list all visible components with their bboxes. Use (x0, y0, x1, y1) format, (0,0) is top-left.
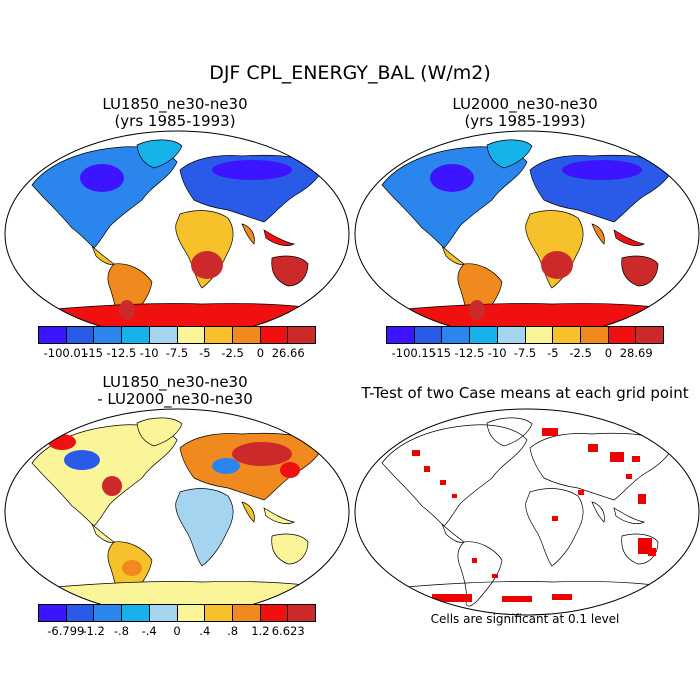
colorbar-tick-label: 6.623 (271, 624, 305, 638)
colorbar-tick-label: -6.799 (47, 624, 85, 638)
colorbar-tick-label: -10 (139, 346, 159, 360)
colorbar-swatch (288, 327, 316, 343)
colorbar-swatch (66, 327, 95, 343)
colorbar-tick-label: 0 (604, 346, 613, 360)
colorbar-tick-label: -7.5 (165, 346, 189, 360)
colorbar-swatch (149, 605, 178, 621)
colorbar-tick-label: -100.01 (43, 346, 88, 360)
colorbar-swatch (442, 327, 471, 343)
panel1-colorbar (38, 326, 316, 344)
colorbar-swatch (177, 605, 206, 621)
colorbar-swatch (94, 605, 123, 621)
panel1-title-line1: LU1850_ne30-ne30 (102, 95, 248, 113)
panel4-map (354, 408, 700, 616)
colorbar-tick-label: 0 (173, 624, 181, 638)
colorbar-tick-label: 26.66 (271, 346, 305, 360)
colorbar-tick-label: -5 (547, 346, 559, 360)
panel3-title-line2: - LU2000_ne30-ne30 (97, 390, 253, 408)
colorbar-swatch (177, 327, 206, 343)
colorbar-swatch (66, 605, 95, 621)
colorbar-tick-label: 1.2 (251, 624, 270, 638)
panel2-title-line2: (yrs 1985-1993) (464, 112, 586, 130)
colorbar-tick-label: -5 (199, 346, 211, 360)
colorbar-tick-label: -12.5 (454, 346, 485, 360)
colorbar-swatch (205, 605, 233, 621)
colorbar-tick-label: -2.5 (221, 346, 244, 360)
colorbar-tick-label: -.4 (141, 624, 157, 638)
significance-note: Cells are significant at 0.1 level (430, 612, 620, 626)
colorbar-tick-label: -15 (432, 346, 451, 360)
panel1-title: LU1850_ne30-ne30 (yrs 1985-1993) (0, 96, 350, 130)
panel2-title: LU2000_ne30-ne30 (yrs 1985-1993) (350, 96, 700, 130)
colorbar-swatch (525, 327, 554, 343)
panel3-colorbar (38, 604, 316, 622)
panel3-title: LU1850_ne30-ne30 - LU2000_ne30-ne30 (0, 374, 350, 408)
colorbar-swatch (149, 327, 178, 343)
colorbar-swatch (260, 605, 289, 621)
colorbar-tick-label: -100.15 (391, 346, 436, 360)
colorbar-swatch (232, 605, 261, 621)
colorbar-swatch (608, 327, 637, 343)
panel3-title-line1: LU1850_ne30-ne30 (102, 373, 248, 391)
colorbar-swatch (39, 327, 67, 343)
colorbar-swatch (580, 327, 609, 343)
colorbar-swatch (260, 327, 289, 343)
colorbar-swatch (636, 327, 664, 343)
panel3-map (4, 408, 350, 616)
colorbar-tick-label: -12.5 (106, 346, 137, 360)
colorbar-swatch (288, 605, 316, 621)
colorbar-swatch (122, 327, 150, 343)
colorbar-swatch (553, 327, 581, 343)
colorbar-swatch (122, 605, 150, 621)
colorbar-tick-label: .4 (199, 624, 211, 638)
figure-title: DJF CPL_ENERGY_BAL (W/m2) (209, 62, 491, 84)
panel4-title: T-Test of two Case means at each grid po… (361, 384, 689, 402)
colorbar-tick-label: -2.5 (569, 346, 592, 360)
colorbar-swatch (414, 327, 443, 343)
colorbar-swatch (470, 327, 498, 343)
colorbar-swatch (205, 327, 233, 343)
colorbar-swatch (387, 327, 415, 343)
colorbar-tick-label: -7.5 (513, 346, 537, 360)
panel2-map (354, 130, 700, 338)
colorbar-tick-label: -.8 (113, 624, 129, 638)
colorbar-tick-label: 28.69 (619, 346, 653, 360)
panel2-colorbar (386, 326, 664, 344)
colorbar-tick-label: 0 (256, 346, 265, 360)
panel1-title-line2: (yrs 1985-1993) (114, 112, 236, 130)
colorbar-swatch (39, 605, 67, 621)
colorbar-tick-label: .8 (227, 624, 239, 638)
colorbar-swatch (94, 327, 123, 343)
colorbar-tick-label: -1.2 (82, 624, 105, 638)
panel2-title-line1: LU2000_ne30-ne30 (452, 95, 598, 113)
panel1-map (4, 130, 350, 338)
colorbar-swatch (232, 327, 261, 343)
colorbar-tick-label: -15 (84, 346, 103, 360)
colorbar-swatch (497, 327, 526, 343)
colorbar-tick-label: -10 (487, 346, 507, 360)
